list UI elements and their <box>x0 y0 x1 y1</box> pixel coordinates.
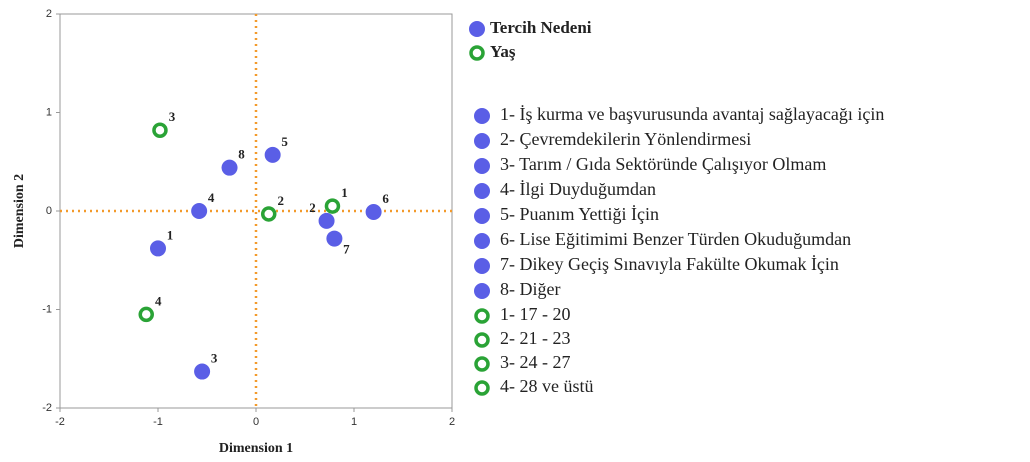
point <box>264 146 281 163</box>
legend-item-marker <box>474 183 490 199</box>
legend-item-marker <box>474 356 490 372</box>
x-tick-label: 2 <box>449 416 455 428</box>
point <box>150 240 166 257</box>
point <box>191 203 208 219</box>
legend-item-marker <box>474 308 490 324</box>
x-tick-label: 1 <box>351 416 357 428</box>
point-label: 5 <box>281 134 288 149</box>
y-tick-label: -1 <box>42 303 52 315</box>
point <box>260 206 277 222</box>
legend-item: 7- Dikey Geçiş Sınavıyla Fakülte Okumak … <box>500 254 839 274</box>
legend-item-marker <box>474 258 490 274</box>
y-tick-label: 0 <box>46 205 52 217</box>
y-axis-label: Dimension 2 <box>12 174 27 248</box>
point-label: 2 <box>309 200 316 215</box>
y-tick-label: -2 <box>42 402 52 414</box>
legend-item: 2- 21 - 23 <box>500 328 571 348</box>
point <box>221 159 238 176</box>
legend-item: 8- Diğer <box>500 279 560 299</box>
point-label: 3 <box>169 109 176 124</box>
legend-item: 1- 17 - 20 <box>500 304 571 324</box>
legend-item: 5- Puanım Yettiği İçin <box>500 204 659 224</box>
point <box>318 212 335 229</box>
legend-marker <box>469 21 485 37</box>
point-label: 6 <box>382 191 389 206</box>
plot-frame <box>59 13 453 409</box>
point-label: 4 <box>155 293 162 308</box>
legend-item-marker <box>474 233 490 249</box>
legend-item: 6- Lise Eğitimimi Benzer Türden Okuduğum… <box>500 229 851 249</box>
x-axis-label: Dimension 1 <box>219 441 293 456</box>
y-tick-label: 1 <box>46 106 52 118</box>
legend-item: 2- Çevremdekilerin Yönlendirmesi <box>500 129 751 149</box>
point-label: 7 <box>343 242 350 257</box>
legend-item: 3- Tarım / Gıda Sektöründe Çalışıyor Olm… <box>500 154 826 174</box>
legend-item-marker <box>474 283 490 299</box>
legend-item-marker <box>474 380 490 396</box>
point <box>324 198 341 214</box>
y-tick-label: 2 <box>46 8 52 20</box>
legend-item: 4- İlgi Duyduğumdan <box>500 179 656 199</box>
point-label: 8 <box>238 147 245 162</box>
legend-item: 3- 24 - 27 <box>500 352 571 372</box>
point-label: 2 <box>277 193 284 208</box>
point <box>365 203 382 220</box>
legend-item-marker <box>474 133 490 149</box>
point-label: 4 <box>208 190 215 205</box>
legend-item-marker <box>474 332 490 348</box>
point <box>326 230 343 247</box>
point-label: 1 <box>341 185 348 200</box>
legend-item-marker <box>474 158 490 174</box>
point <box>194 363 211 380</box>
point <box>152 122 168 138</box>
legend-item: 1- İş kurma ve başvurusunda avantaj sağl… <box>500 104 884 124</box>
legend-item: 4- 28 ve üstü <box>500 376 594 396</box>
legend-marker <box>469 45 485 61</box>
legend-label: Tercih Nedeni <box>490 18 592 37</box>
point <box>138 306 154 323</box>
x-tick-label: -1 <box>153 416 163 428</box>
legend-label: Yaş <box>490 42 516 61</box>
legend-item-marker <box>474 108 490 124</box>
point-label: 1 <box>167 227 174 242</box>
x-tick-label: -2 <box>55 416 65 428</box>
x-tick-label: 0 <box>253 416 259 428</box>
legend-item-marker <box>474 208 490 224</box>
point-label: 3 <box>211 351 218 366</box>
